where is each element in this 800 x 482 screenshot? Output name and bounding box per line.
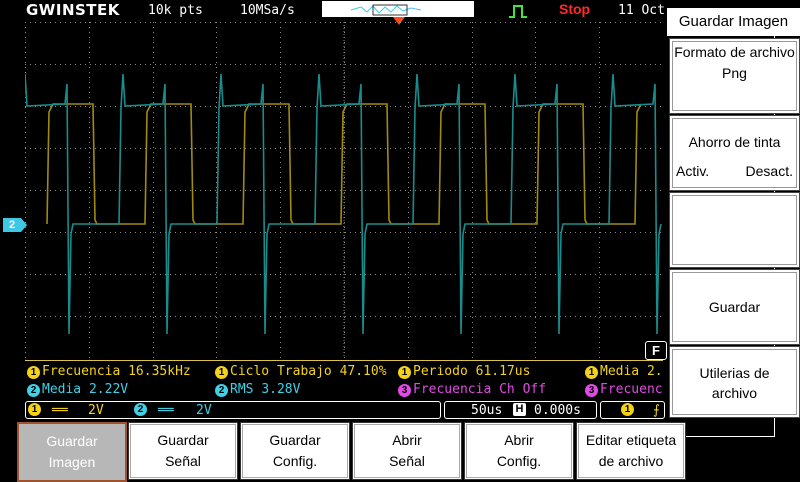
waveform-display [25,22,663,358]
bottom-menu: Guardar Imagen Guardar Señal Guardar Config… [0,420,800,482]
trigger-bar[interactable]: 1 ⨍ [600,401,665,419]
ink-saver-off: Desact. [745,163,793,179]
sample-rate: 10MSa/s [240,3,295,18]
measurement-panel: 1 Frecuencia 16.35kHz 1 Ciclo Trabajo 47.1… [25,360,663,399]
ch1-badge-icon: 1 [27,366,40,379]
date-readout: 11 Oct [618,3,665,18]
measure-ch1-mean: 1 Media 2. [585,364,663,379]
ink-saver-label: Ahorro de tinta [688,134,781,150]
channel-status-bar[interactable]: 1 ══ 2V 2 ══ 2V [25,401,441,419]
horizontal-delay: 0.000s [534,403,581,418]
channel-1-trace [46,103,642,225]
file-utilities-button[interactable]: Utilerias de archivo [669,346,800,418]
graticule [25,22,663,358]
save-waveform-tab[interactable]: Guardar Señal [128,422,238,480]
ch2-badge-icon: 2 [27,384,40,397]
status-bar: GWINSTEK 10k pts 10MSa/s Stop 11 Oct [0,0,800,25]
ch3-badge-icon: 3 [585,384,598,397]
edit-file-label-tab[interactable]: Editar etiqueta de archivo [576,422,686,480]
measure-ch1-duty-cycle: 1 Ciclo Trabajo 47.10% [215,364,387,379]
ch1-coupling-dc-icon: ══ [52,403,68,418]
channel-2-ground-marker[interactable]: 2 [3,218,27,232]
timebase-scale: 50us [471,403,503,418]
trigger-slope-icon: ⨍ [653,403,660,418]
ch2-coupling-dc-icon: ══ [158,403,174,418]
recall-setup-tab[interactable]: Abrir Config. [464,422,574,480]
measure-ch3-frequency: 3 Frecuencia Ch Off [398,382,546,397]
side-menu: Guardar Imagen Formato de archivo Png Ah… [667,8,800,440]
ch2-badge-icon: 2 [215,384,228,397]
channel-2-trace [25,73,662,335]
ch2-badge-icon: 2 [134,403,147,416]
file-format-value: Png [722,65,747,81]
memory-overview [322,1,474,17]
ch1-badge-icon: 1 [215,366,228,379]
file-format-button[interactable]: Formato de archivo Png [669,38,800,114]
ch2-scale: 2V [196,403,212,418]
measure-ch3-frequency-2: 3 Frecuenc [585,382,663,397]
file-utilities-label: Utilerias de archivo [699,365,770,401]
save-button[interactable]: Guardar [669,269,800,345]
ch1-badge-icon: 1 [28,403,41,416]
ch3-badge-icon: 3 [398,384,411,397]
save-image-tab[interactable]: Guardar Imagen [17,422,127,482]
measure-ch2-rms: 2 RMS 3.28V [215,382,300,397]
empty-softkey[interactable] [669,192,800,268]
horizontal-position-icon: H [513,403,526,416]
trigger-edge-icon [508,3,528,23]
ink-saver-button[interactable]: Ahorro de tinta Activ. Desact. [669,115,800,191]
file-format-label: Formato de archivo [674,44,795,60]
side-menu-title: Guardar Imagen [667,8,800,36]
measure-ch1-frequency: 1 Frecuencia 16.35kHz [27,364,191,379]
trigger-position-marker [393,17,405,25]
recall-waveform-tab[interactable]: Abrir Señal [352,422,462,480]
ink-saver-on: Activ. [676,163,710,179]
function-key-icon[interactable]: F [645,341,667,360]
memory-overview-waveform [350,4,422,16]
save-setup-tab[interactable]: Guardar Config. [240,422,350,480]
ch1-badge-icon: 1 [398,366,411,379]
measure-ch2-mean: 2 Media 2.22V [27,382,128,397]
ch1-scale: 2V [88,403,104,418]
brand-logo: GWINSTEK [26,1,120,19]
trigger-source-badge: 1 [621,403,634,416]
measure-ch1-period: 1 Periodo 61.17us [398,364,530,379]
record-length: 10k pts [148,3,203,18]
run-state: Stop [559,1,591,17]
ink-saver-options: Activ. Desact. [670,163,799,179]
ch1-badge-icon: 1 [585,366,598,379]
timebase-bar[interactable]: 50us H 0.000s [444,401,597,419]
